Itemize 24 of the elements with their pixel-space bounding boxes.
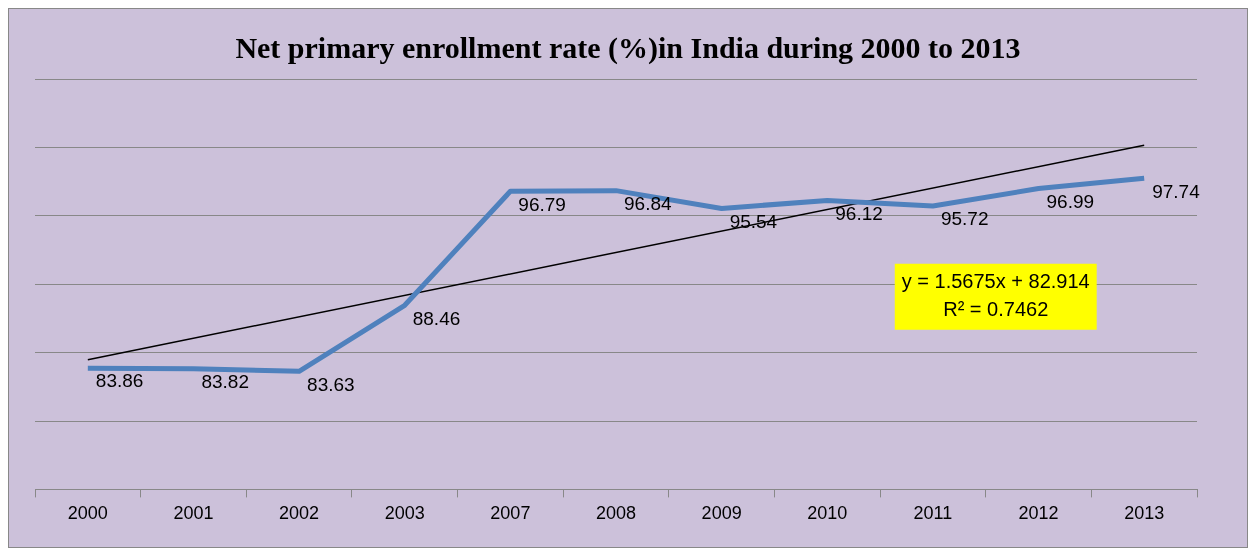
data-label: 96.84: [624, 192, 672, 214]
data-label: 96.79: [518, 193, 566, 215]
data-label: 83.86: [95, 370, 144, 392]
data-label: 95.72: [940, 208, 989, 230]
data-label: 96.99: [1046, 190, 1095, 212]
x-tick-label: 2007: [490, 503, 531, 524]
x-tick-label: 2008: [595, 503, 637, 524]
x-tick-label: 2012: [1018, 503, 1059, 524]
annotation: y = 1.5675x + 82.914: [901, 270, 1090, 293]
annotation: R² = 0.7462: [943, 298, 1049, 321]
x-tick-label: 2002: [279, 503, 320, 524]
x-tick-label: 2009: [701, 503, 742, 524]
data-label: 83.63: [307, 373, 355, 395]
data-label: 97.74: [1152, 180, 1201, 202]
x-tick-label: 2000: [67, 503, 108, 524]
x-tick-label: 2011: [913, 503, 953, 524]
data-label: 96.12: [835, 202, 883, 224]
x-tick-label: 2001: [173, 503, 214, 524]
x-tick-label: 2010: [807, 503, 848, 524]
x-tick-label: 2003: [384, 503, 425, 524]
data-label: 83.82: [201, 370, 249, 392]
data-label: 88.46: [412, 307, 461, 329]
x-tick-label: 2013: [1124, 503, 1165, 524]
chart-title: Net primary enrollment rate (%)in India during 2000 to 2013: [234, 31, 1022, 65]
